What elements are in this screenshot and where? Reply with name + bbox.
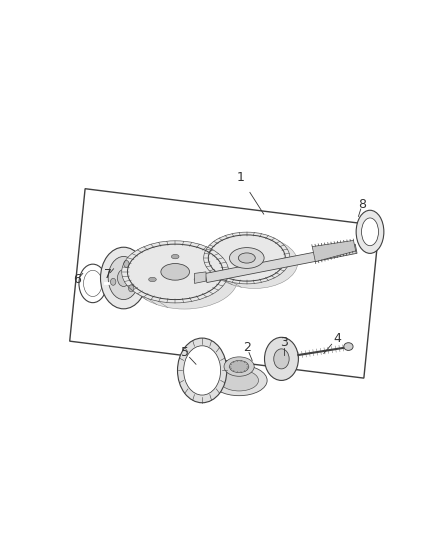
Text: 7: 7 <box>104 269 112 281</box>
Polygon shape <box>194 272 206 284</box>
Text: 4: 4 <box>333 332 341 344</box>
Text: 8: 8 <box>358 198 366 211</box>
Polygon shape <box>312 240 356 262</box>
Ellipse shape <box>238 253 255 263</box>
Ellipse shape <box>122 241 229 303</box>
Ellipse shape <box>230 248 264 269</box>
Ellipse shape <box>161 263 190 280</box>
Ellipse shape <box>224 357 254 376</box>
Ellipse shape <box>117 270 130 287</box>
Text: 6: 6 <box>74 273 81 286</box>
Ellipse shape <box>361 218 378 246</box>
Text: 2: 2 <box>243 341 251 354</box>
Ellipse shape <box>356 210 384 253</box>
Ellipse shape <box>131 247 238 309</box>
Ellipse shape <box>100 247 147 309</box>
Text: 5: 5 <box>181 346 189 359</box>
Ellipse shape <box>224 371 254 390</box>
Text: 3: 3 <box>280 336 288 349</box>
Ellipse shape <box>177 338 227 403</box>
Polygon shape <box>205 244 357 282</box>
Ellipse shape <box>124 261 129 268</box>
Ellipse shape <box>211 365 267 395</box>
Ellipse shape <box>274 349 289 369</box>
Ellipse shape <box>84 270 102 296</box>
Text: 1: 1 <box>237 172 244 184</box>
Ellipse shape <box>110 278 116 285</box>
Ellipse shape <box>194 277 202 282</box>
Ellipse shape <box>184 346 221 395</box>
Ellipse shape <box>265 337 298 381</box>
Ellipse shape <box>148 277 156 282</box>
Ellipse shape <box>344 343 353 350</box>
Ellipse shape <box>171 254 179 259</box>
Ellipse shape <box>204 232 290 284</box>
Ellipse shape <box>220 370 258 391</box>
Polygon shape <box>70 189 379 378</box>
Ellipse shape <box>128 285 134 292</box>
Ellipse shape <box>230 360 249 373</box>
Ellipse shape <box>212 237 298 288</box>
Ellipse shape <box>108 256 139 300</box>
